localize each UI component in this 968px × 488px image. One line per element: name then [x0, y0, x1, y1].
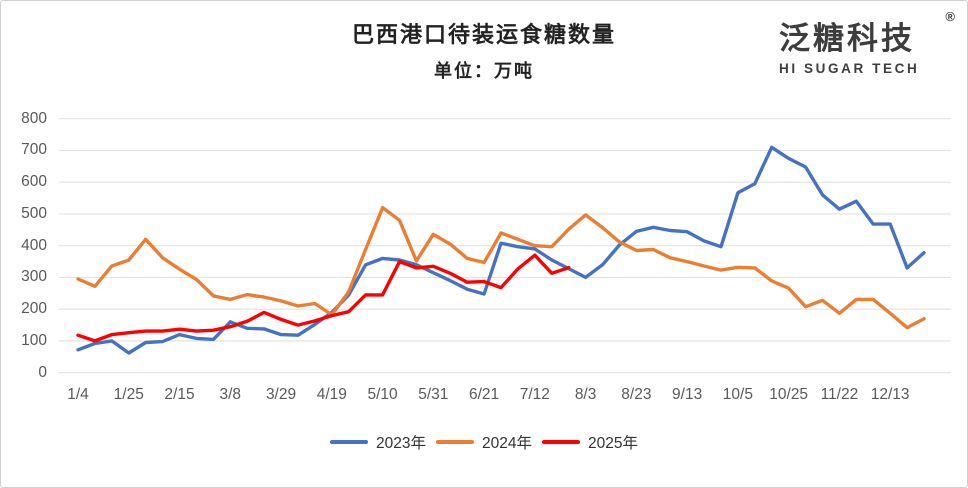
x-tick-label-7/12: 7/12 [519, 386, 550, 403]
brand-logo-cn: 泛糖科技 [779, 21, 915, 56]
x-tick-label-2/15: 2/15 [164, 386, 195, 403]
x-tick-label-5/31: 5/31 [418, 386, 449, 403]
x-tick-label-3/29: 3/29 [265, 386, 297, 403]
x-tick-label-5/10: 5/10 [367, 386, 398, 403]
y-tick-label-500: 500 [21, 204, 47, 222]
x-tick-label-10/25: 10/25 [769, 386, 809, 403]
x-tick-label-1/25: 1/25 [113, 386, 144, 403]
x-tick-label-6/21: 6/21 [468, 386, 500, 403]
y-tick-label-200: 200 [21, 300, 47, 318]
legend-label-2023年: 2023年 [376, 435, 426, 452]
x-tick-label-12/13: 12/13 [870, 386, 910, 403]
x-tick-label-3/8: 3/8 [219, 386, 242, 403]
y-tick-label-400: 400 [21, 236, 47, 254]
y-tick-label-100: 100 [21, 331, 47, 349]
y-tick-label-0: 0 [38, 363, 47, 381]
series-line-2025年 [76, 253, 571, 343]
legend-item-2024年[interactable]: 2024年 [436, 431, 532, 453]
legend-swatch-2023年 [330, 439, 369, 445]
x-tick-label-10/5: 10/5 [722, 386, 753, 403]
registered-trademark-icon: ® [945, 9, 955, 24]
y-tick-label-700: 700 [21, 141, 47, 159]
x-tick-label-8/3: 8/3 [574, 386, 597, 403]
y-tick-label-600: 600 [21, 173, 47, 191]
brand-logo-cn-row: 泛糖科技 ® [779, 9, 955, 58]
x-tick-label-1/4: 1/4 [67, 386, 89, 403]
y-tick-label-800: 800 [21, 109, 47, 127]
series-line-2023年 [76, 145, 926, 355]
x-tick-label-11/22: 11/22 [820, 386, 859, 403]
x-tick-label-8/23: 8/23 [621, 386, 652, 403]
x-tick-label-9/13: 9/13 [672, 386, 703, 403]
legend-label-2024年: 2024年 [482, 435, 532, 452]
legend-item-2023年[interactable]: 2023年 [330, 431, 426, 453]
x-tick-label-4/19: 4/19 [316, 386, 347, 403]
chart-legend: 2023年 2024年 2025年 [1, 431, 967, 453]
brand-logo: 泛糖科技 ® HI SUGAR TECH [779, 9, 955, 76]
series-line-2024年 [76, 205, 926, 330]
legend-swatch-2024年 [436, 439, 474, 445]
y-tick-label-300: 300 [21, 268, 47, 286]
legend-item-2025年[interactable]: 2025年 [541, 431, 638, 453]
legend-swatch-2025年 [541, 439, 580, 445]
legend-label-2025年: 2025年 [587, 435, 638, 452]
brand-logo-en: HI SUGAR TECH [779, 61, 920, 76]
